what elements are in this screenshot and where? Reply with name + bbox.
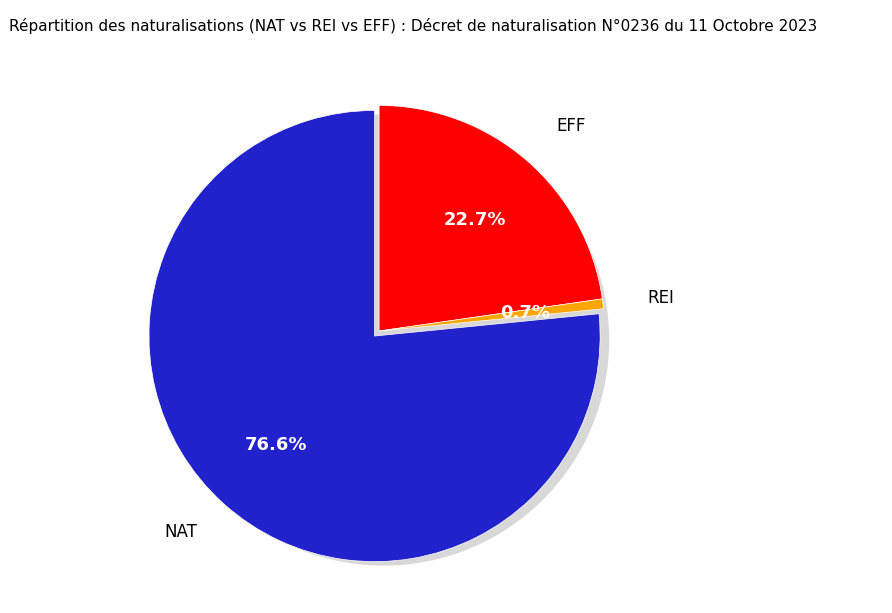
- Wedge shape: [149, 110, 600, 562]
- Ellipse shape: [158, 115, 609, 566]
- Text: REI: REI: [648, 289, 674, 307]
- Text: NAT: NAT: [164, 523, 197, 541]
- Wedge shape: [379, 299, 604, 331]
- Text: 22.7%: 22.7%: [444, 211, 507, 229]
- Text: 76.6%: 76.6%: [245, 436, 308, 454]
- Text: EFF: EFF: [557, 118, 586, 135]
- Wedge shape: [379, 105, 602, 331]
- Text: 0.7%: 0.7%: [500, 304, 549, 322]
- Text: Répartition des naturalisations (NAT vs REI vs EFF) : Décret de naturalisation N: Répartition des naturalisations (NAT vs …: [9, 18, 817, 34]
